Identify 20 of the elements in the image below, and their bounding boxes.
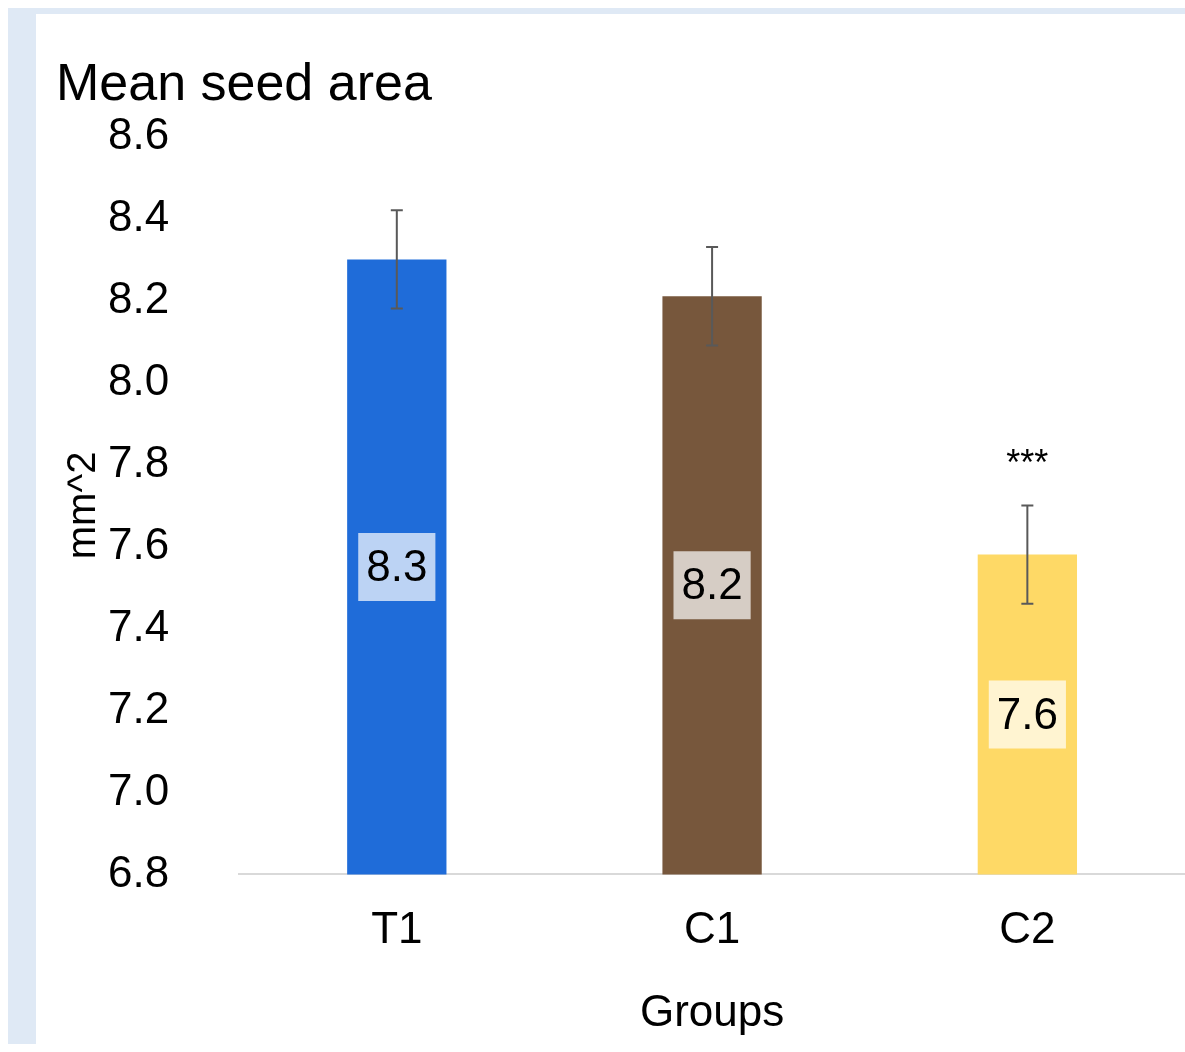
y-axis-title: mm^2 (59, 451, 104, 560)
data-label: 7.6 (996, 688, 1058, 738)
y-tick-label: 8.6 (107, 108, 170, 158)
data-label: 8.3 (366, 541, 428, 591)
y-tick-label: 6.8 (107, 846, 170, 896)
y-tick-label: 7.8 (107, 436, 170, 486)
y-tick-label: 8.4 (107, 190, 170, 240)
y-tick-label: 7.0 (107, 764, 170, 814)
annotation: *** (1006, 442, 1049, 484)
chart-title: Mean seed area (56, 52, 432, 111)
x-axis-title: Groups (639, 985, 785, 1035)
y-tick-label: 7.4 (107, 600, 170, 650)
y-tick-label: 8.0 (107, 354, 170, 404)
data-label: 8.2 (681, 559, 743, 609)
x-tick-label: C1 (683, 902, 741, 952)
y-tick-label: 7.2 (107, 682, 170, 732)
x-tick-label: C2 (999, 902, 1056, 952)
y-tick-label: 7.6 (107, 518, 170, 568)
y-tick-label: 8.2 (107, 272, 170, 322)
x-tick-label: T1 (371, 902, 423, 952)
